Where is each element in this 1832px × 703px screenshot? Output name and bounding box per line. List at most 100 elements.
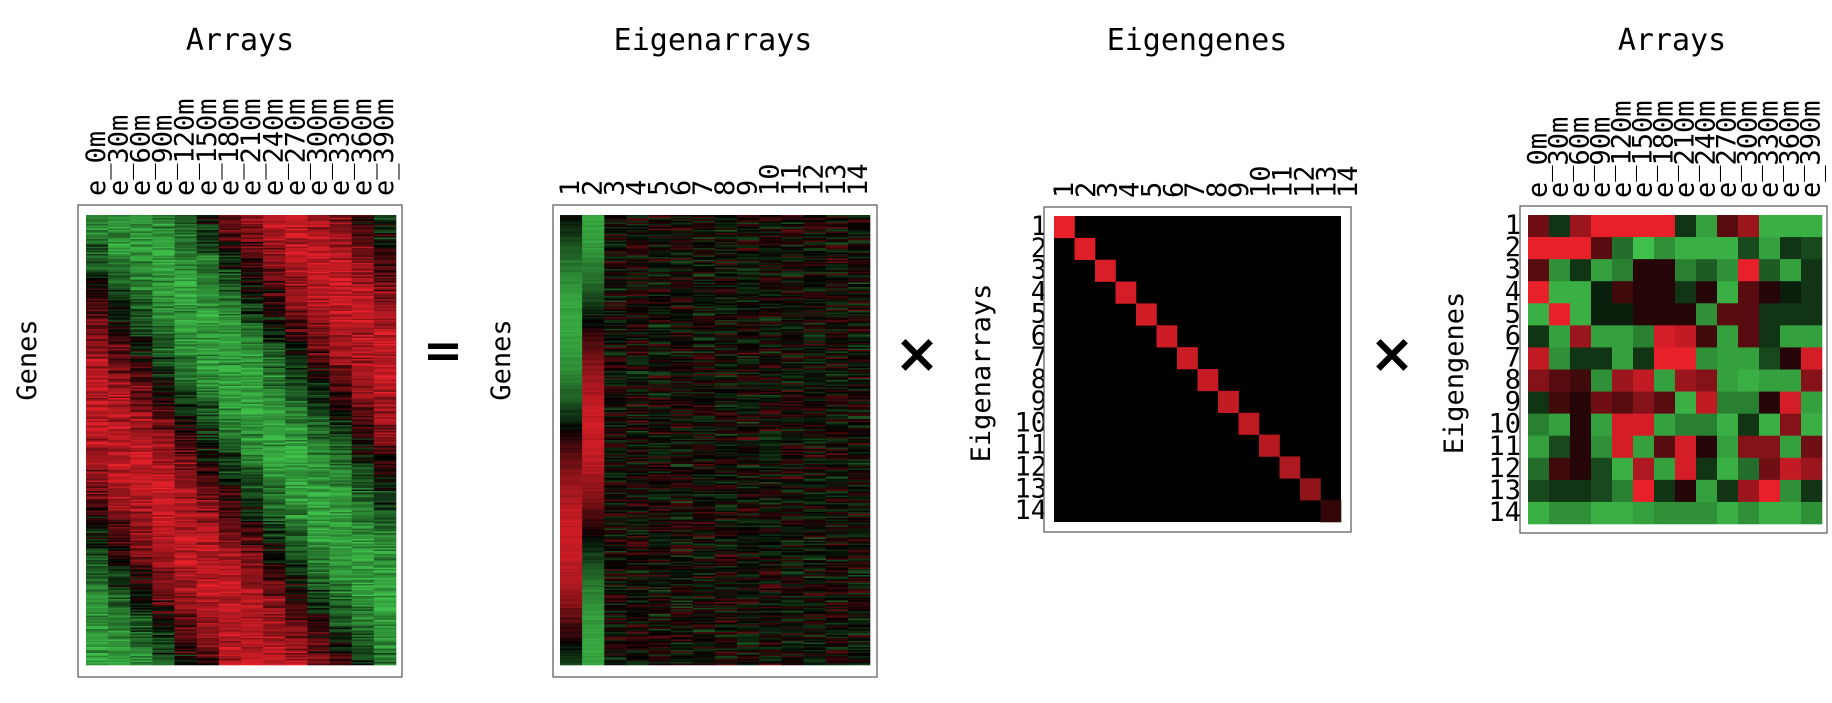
heatmap-cell bbox=[373, 624, 397, 627]
heatmap-cell bbox=[218, 440, 242, 442]
heatmap-cell bbox=[241, 329, 264, 331]
heatmap-cell bbox=[152, 632, 175, 634]
heatmap-cell bbox=[218, 452, 242, 454]
heatmap-cell bbox=[737, 273, 760, 276]
heatmap-cell bbox=[307, 264, 330, 267]
heatmap-cell bbox=[130, 656, 153, 658]
heatmap-cell bbox=[285, 537, 308, 540]
heatmap-cell bbox=[329, 551, 353, 553]
heatmap-cell bbox=[692, 287, 716, 289]
heatmap-cell bbox=[373, 354, 397, 357]
heatmap-cell bbox=[351, 389, 375, 391]
heatmap-cell bbox=[825, 230, 849, 232]
heatmap-cell bbox=[351, 266, 375, 268]
heatmap-cell bbox=[263, 506, 286, 508]
heatmap-cell bbox=[86, 302, 109, 304]
heatmap-cell bbox=[152, 446, 175, 448]
heatmap-cell bbox=[670, 269, 694, 271]
heatmap-cell bbox=[351, 300, 375, 303]
heatmap-cell bbox=[174, 461, 198, 463]
heatmap-cell bbox=[196, 390, 220, 393]
heatmap-cell bbox=[241, 611, 264, 613]
heatmap-cell bbox=[130, 507, 153, 510]
heatmap-cell bbox=[285, 525, 308, 528]
heatmap-cell bbox=[196, 321, 220, 324]
heatmap-cell bbox=[196, 242, 220, 244]
heatmap-cell bbox=[351, 297, 375, 300]
heatmap-cell bbox=[108, 396, 131, 399]
heatmap-cell bbox=[196, 359, 220, 361]
heatmap-cell bbox=[241, 405, 264, 408]
heatmap-cell bbox=[86, 413, 109, 415]
heatmap-cell bbox=[329, 630, 353, 633]
heatmap-cell bbox=[86, 491, 109, 493]
heatmap-cell bbox=[218, 585, 242, 588]
heatmap-cell bbox=[351, 255, 375, 258]
heatmap-cell bbox=[329, 644, 353, 646]
heatmap-cell bbox=[130, 473, 153, 475]
heatmap-cell bbox=[196, 323, 220, 325]
heatmap-cell bbox=[715, 288, 738, 291]
heatmap-cell bbox=[285, 497, 308, 499]
heatmap-cell bbox=[373, 489, 397, 492]
heatmap-cell bbox=[218, 546, 242, 549]
heatmap-cell bbox=[263, 416, 286, 418]
heatmap-cell bbox=[196, 294, 220, 297]
heatmap-cell bbox=[152, 659, 175, 661]
heatmap-cell bbox=[130, 222, 153, 225]
heatmap-cell bbox=[626, 264, 649, 267]
heatmap-cell bbox=[174, 458, 198, 460]
heatmap-cell bbox=[152, 228, 175, 231]
heatmap-cell bbox=[648, 252, 672, 255]
heatmap-cell bbox=[130, 275, 153, 277]
heatmap-cell bbox=[218, 533, 242, 535]
heatmap-cell bbox=[329, 303, 353, 306]
heatmap-cell bbox=[196, 219, 220, 222]
heatmap-cell bbox=[307, 258, 330, 261]
heatmap-cell bbox=[196, 624, 220, 627]
heatmap-cell bbox=[825, 261, 849, 264]
heatmap-cell bbox=[285, 246, 308, 249]
heatmap-cell bbox=[285, 600, 308, 603]
heatmap-cell bbox=[108, 491, 131, 493]
heatmap-cell bbox=[373, 375, 397, 378]
heatmap-cell bbox=[218, 597, 242, 600]
heatmap-cell bbox=[373, 645, 397, 648]
heatmap-cell bbox=[604, 284, 627, 286]
heatmap-cell bbox=[86, 294, 109, 297]
heatmap-cell bbox=[781, 266, 804, 268]
heatmap-cell bbox=[218, 599, 242, 601]
heatmap-cell bbox=[692, 233, 716, 235]
heatmap-cell bbox=[108, 347, 131, 349]
heatmap-cell bbox=[152, 222, 175, 225]
heatmap-cell bbox=[86, 453, 109, 456]
heatmap-cell bbox=[174, 636, 198, 639]
heatmap-cell bbox=[373, 626, 397, 628]
heatmap-cell bbox=[174, 605, 198, 607]
heatmap-cell bbox=[285, 663, 308, 666]
heatmap-cell bbox=[351, 338, 375, 340]
heatmap-cell bbox=[196, 278, 220, 280]
heatmap-cell bbox=[351, 306, 375, 309]
heatmap-cell bbox=[130, 218, 153, 220]
heatmap-cell bbox=[263, 345, 286, 348]
heatmap-cell bbox=[560, 269, 583, 271]
heatmap-cell bbox=[329, 243, 353, 246]
heatmap-cell bbox=[130, 339, 153, 342]
heatmap-cell bbox=[86, 281, 109, 283]
heatmap-cell bbox=[351, 314, 375, 316]
heatmap-cell bbox=[218, 282, 242, 285]
heatmap-cell bbox=[351, 311, 375, 313]
heatmap-cell bbox=[152, 444, 175, 447]
heatmap-cell bbox=[108, 438, 131, 441]
heatmap-cell bbox=[373, 374, 397, 376]
heatmap-cell bbox=[196, 438, 220, 441]
heatmap-cell bbox=[351, 548, 375, 550]
heatmap-cell bbox=[648, 267, 672, 270]
heatmap-cell bbox=[351, 381, 375, 384]
heatmap-cell bbox=[351, 590, 375, 592]
heatmap-cell bbox=[130, 524, 153, 526]
heatmap-cell bbox=[241, 485, 264, 487]
heatmap-cell bbox=[241, 618, 264, 621]
heatmap-cell bbox=[218, 357, 242, 360]
